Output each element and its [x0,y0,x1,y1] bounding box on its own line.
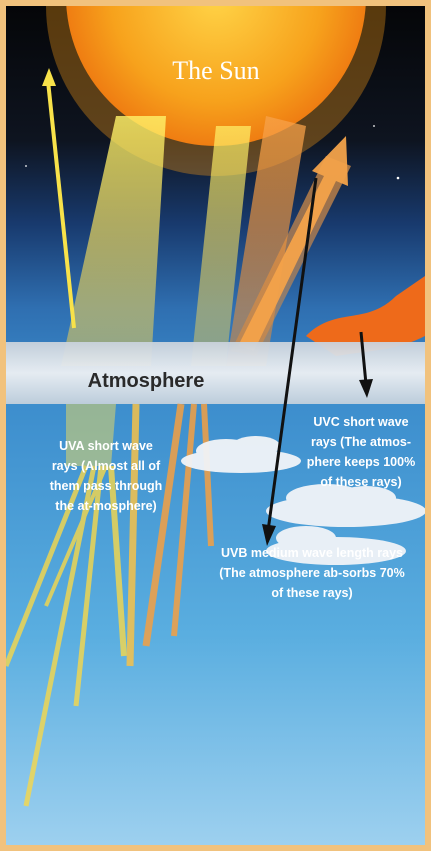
atmosphere-label: Atmosphere [87,370,205,392]
uvc-pointer-line [359,331,368,385]
diagram-scene: The Sun Atmosphere UVA short wave rays (… [6,6,425,845]
uvb-pointer-line [266,177,318,532]
uva-label: UVA short wave rays (Almost all of them … [49,439,163,513]
uvc-ray [306,276,425,356]
sun [66,6,366,146]
star [25,165,27,167]
sun-title: The Sun [172,56,260,85]
star [396,176,400,180]
uvb-rays-below [126,403,214,667]
thin-ray [46,80,76,329]
uva-rays-below [6,404,127,807]
reflected-ray-arrow [238,136,348,351]
uvb-label: UVB medium wave length rays (The atmosph… [219,546,405,600]
uvc-pointer-arrowhead [359,379,373,398]
uvc-label: UVC short wave rays (The atmos-phere kee… [306,415,416,489]
clouds [181,436,425,565]
uva-beam [61,116,166,366]
uv-rays-illustration [6,6,425,845]
thin-ray-arrowhead [42,68,56,86]
star [373,125,375,127]
atmosphere-band [6,342,425,404]
uvb-beam [226,116,306,366]
uva-beam [191,126,251,366]
uvb-pointer-arrowhead [262,524,276,546]
